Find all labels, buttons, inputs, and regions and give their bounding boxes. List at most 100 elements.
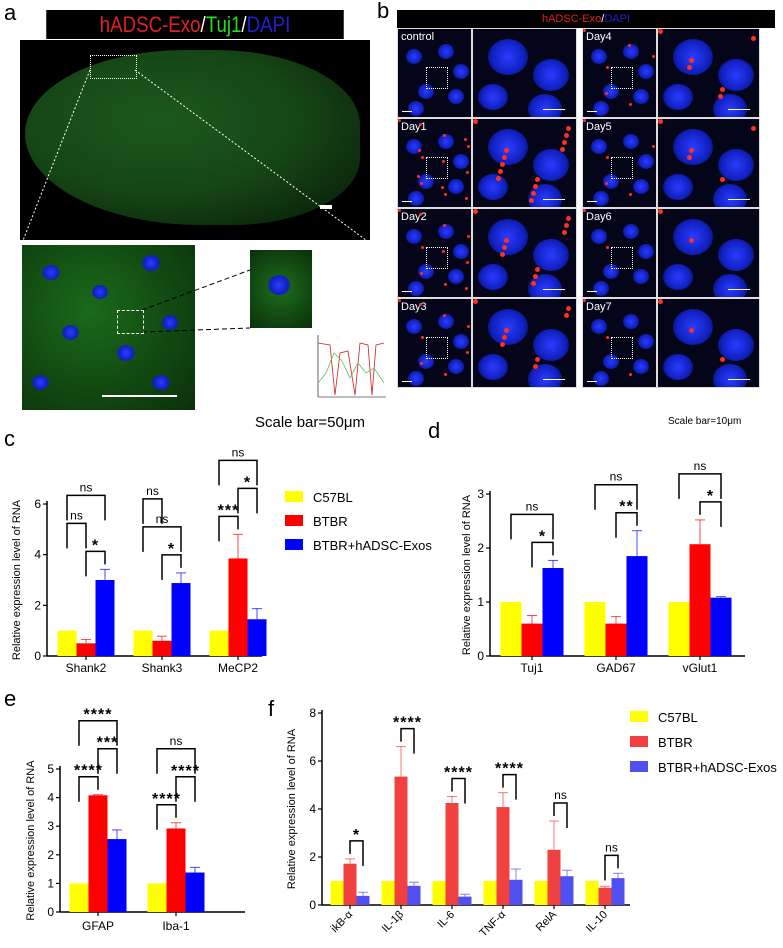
condition-zoom-image: [472, 208, 577, 298]
bar-btbr-hadsc-exos: [356, 895, 370, 905]
x-tick-label: IL-10: [584, 909, 610, 935]
chart-c: 0 2 4 6 Relative expression level of RNA Shan…: [11, 445, 432, 675]
x-tick-label: vGlut1: [683, 661, 718, 675]
x-tick-label: RelA: [534, 908, 560, 934]
significance-label: ns: [694, 459, 707, 473]
bar-btbr-hadsc-exos: [95, 580, 115, 656]
title-part: DAPI: [604, 13, 631, 25]
panel-b-title: hADSC-Exo/DAPI: [397, 10, 775, 28]
bar-btbr-hadsc-exos: [171, 583, 191, 656]
bar-c57bl: [585, 881, 599, 905]
bar-c57bl: [483, 881, 497, 905]
significance-bracket: [699, 501, 722, 527]
significance-label: ns: [80, 480, 93, 494]
bar-btbr: [76, 643, 96, 656]
significance-label: ns: [610, 470, 623, 484]
y-axis-label: Relative expression level of RNA: [461, 494, 473, 655]
significance-label: ***: [97, 735, 119, 752]
significance-bracket: [142, 498, 163, 524]
condition-overview-image: Day2: [397, 208, 472, 298]
significance-label: ns: [232, 445, 245, 459]
panel-a-title: hADSC-Exo/Tuj1/DAPI: [46, 10, 344, 39]
significance-label: **: [619, 499, 633, 516]
y-tick-label: 2: [309, 850, 316, 864]
legend-label: C57BL: [313, 490, 353, 505]
y-tick-label: 8: [309, 706, 316, 720]
bar-btbr: [496, 807, 510, 905]
condition-overview-image: Day7: [582, 298, 657, 388]
x-tick-label: ikB-α: [329, 908, 356, 935]
significance-bracket: [97, 747, 118, 774]
bar-btbr-hadsc-exos: [407, 885, 421, 905]
panel-label-b: b: [377, 0, 390, 23]
condition-zoom-image: [472, 28, 577, 118]
bar-btbr: [598, 887, 612, 905]
condition-zoom-image: [472, 118, 577, 208]
significance-bracket: [502, 773, 517, 800]
y-tick-label: 0: [47, 905, 54, 919]
title-part: /: [200, 12, 206, 37]
condition-label: Day7: [586, 301, 612, 313]
x-tick-label: IL-6: [435, 909, 457, 931]
significance-label: ns: [70, 508, 83, 522]
legend-swatch: [630, 711, 648, 722]
condition-overview-image: Day3: [397, 298, 472, 388]
bar-c57bl: [57, 630, 77, 656]
significance-label: ****: [84, 707, 113, 724]
x-tick-label: MeCP2: [218, 661, 258, 675]
legend-swatch: [630, 761, 648, 772]
title-part: DAPI: [246, 12, 291, 37]
legend-label: C57BL: [658, 710, 698, 725]
title-part: hADSC-Exo: [541, 13, 602, 25]
x-tick-label: Shank2: [66, 661, 107, 675]
condition-overview-image: Day4: [582, 28, 657, 118]
significance-bracket: [218, 515, 239, 542]
inset-box: [117, 310, 144, 334]
bar-c57bl: [209, 630, 229, 656]
bar-btbr-hadsc-exos: [626, 556, 648, 656]
title-part: /: [601, 13, 605, 25]
significance-bracket: [615, 511, 638, 538]
bar-c57bl: [534, 881, 548, 905]
significance-bracket: [678, 473, 722, 499]
bar-btbr: [689, 544, 711, 656]
bar-c57bl: [432, 881, 446, 905]
significance-bracket: [175, 776, 196, 802]
significance-bracket: [161, 554, 182, 580]
scale-bar-text-10um: Scale bar=10μm: [668, 416, 742, 427]
significance-bracket: [66, 494, 106, 521]
zoom-region-box: [90, 55, 137, 79]
panel-label-f: f: [268, 696, 275, 721]
significance-bracket: [218, 459, 258, 486]
condition-overview-image: Day1: [397, 118, 472, 208]
significance-label: ***: [218, 502, 240, 519]
condition-label: Day5: [586, 121, 612, 133]
intensity-profile-plot: [317, 335, 386, 398]
bar-btbr: [445, 803, 459, 905]
significance-label: ns: [146, 484, 159, 498]
significance-label: ns: [605, 840, 618, 854]
y-tick-label: 1: [47, 876, 54, 890]
panel-label-d: d: [428, 418, 441, 443]
bar-btbr-hadsc-exos: [458, 896, 472, 905]
significance-label: *: [353, 827, 360, 844]
uptake-timecourse-grid: control Day1 Day2 Day3 Day4 Day5 Day6 Day7: [397, 28, 775, 390]
bar-btbr: [166, 828, 186, 912]
y-tick-label: 0: [34, 649, 41, 663]
significance-bracket: [156, 748, 196, 774]
scale-bar: [102, 395, 177, 397]
condition-overview-image: Day5: [582, 118, 657, 208]
significance-bracket: [237, 487, 258, 514]
significance-label: *: [244, 474, 251, 491]
condition-label: Day4: [586, 31, 612, 43]
y-tick-label: 4: [309, 802, 316, 816]
y-tick-label: 0: [477, 649, 484, 663]
significance-label: ****: [171, 763, 200, 780]
y-tick-label: 4: [47, 791, 54, 805]
y-tick-label: 6: [34, 497, 41, 511]
legend-label: BTBR: [658, 735, 693, 750]
condition-zoom-image: [657, 298, 760, 388]
x-tick-label: TNF-α: [477, 908, 508, 939]
significance-label: ****: [74, 763, 103, 780]
